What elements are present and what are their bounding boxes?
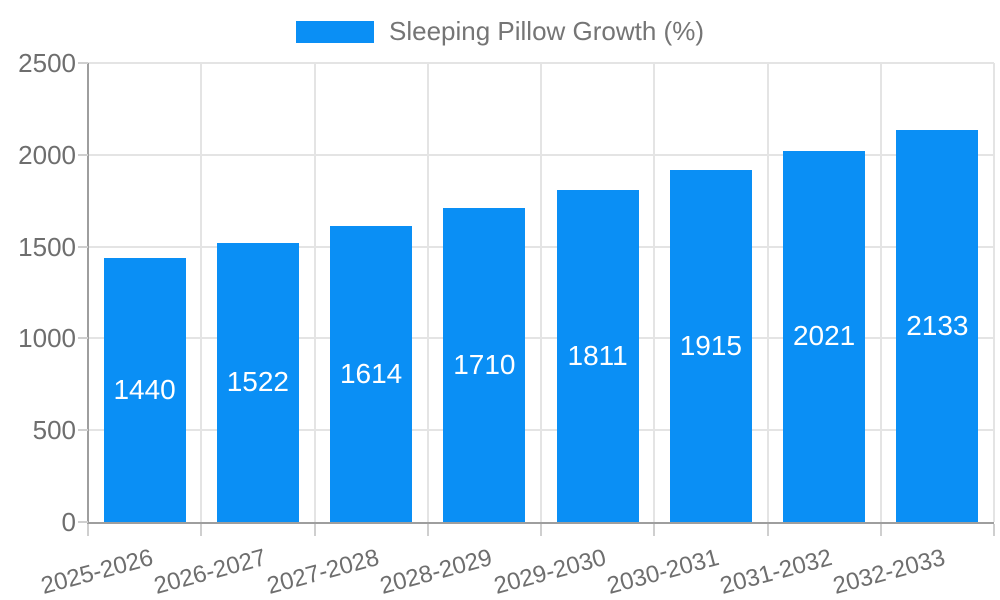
x-tick-label: 2029-2030 <box>490 544 609 600</box>
y-tick-label: 500 <box>32 415 76 446</box>
y-tick-mark <box>78 153 88 156</box>
bar-value-label: 2021 <box>792 320 856 352</box>
x-tick-mark <box>653 524 656 536</box>
y-tick-label: 1000 <box>18 323 76 354</box>
bar: 1915 <box>669 170 752 522</box>
x-tick-mark <box>993 524 995 536</box>
y-tick-mark <box>78 62 88 64</box>
bar-value-label: 1811 <box>567 339 628 371</box>
x-tick-label: 2026-2027 <box>151 544 269 600</box>
x-tick-mark <box>540 524 542 536</box>
x-tick-label: 2032-2033 <box>830 544 949 600</box>
bar-value-label: 1614 <box>339 357 403 389</box>
bar-value-label: 1440 <box>113 373 176 405</box>
x-tick-mark <box>200 524 203 536</box>
bar: 1710 <box>443 208 526 522</box>
x-tick-mark <box>766 524 769 536</box>
gridline-vertical <box>200 63 203 522</box>
bar: 2133 <box>896 130 979 522</box>
y-axis-line <box>87 63 89 524</box>
x-tick-mark <box>87 524 89 536</box>
y-tick-mark <box>78 521 88 523</box>
bar: 2021 <box>783 150 866 522</box>
legend-swatch <box>295 20 374 43</box>
bar: 1614 <box>330 225 413 522</box>
legend: Sleeping Pillow Growth (%) <box>0 16 1000 47</box>
x-tick-label: 2028-2029 <box>377 544 496 600</box>
gridline-vertical <box>653 63 656 522</box>
x-tick-label: 2027-2028 <box>264 544 383 600</box>
x-axis-line <box>87 522 994 524</box>
gridline-vertical <box>766 63 769 522</box>
gridline-vertical <box>879 63 882 522</box>
bar-value-label: 1522 <box>226 366 290 398</box>
y-tick-mark <box>78 429 88 432</box>
y-tick-label: 1500 <box>18 231 76 262</box>
x-tick-mark <box>426 524 429 536</box>
x-tick-label: 2025-2026 <box>37 544 156 600</box>
gridline-vertical <box>540 63 542 522</box>
gridline-vertical <box>426 63 429 522</box>
y-tick-label: 2500 <box>18 48 76 78</box>
bar-value-label: 1915 <box>679 330 743 362</box>
x-tick-mark <box>313 524 316 536</box>
bar: 1522 <box>216 242 299 522</box>
bar: 1811 <box>556 189 639 522</box>
gridline-vertical <box>313 63 316 522</box>
x-tick-label: 2031-2032 <box>717 544 836 600</box>
bar-value-label: 2133 <box>906 310 969 342</box>
x-tick-mark <box>879 524 882 536</box>
legend-label: Sleeping Pillow Growth (%) <box>388 16 704 46</box>
y-tick-mark <box>78 245 88 248</box>
gridline-vertical <box>993 63 995 522</box>
y-tick-label: 0 <box>61 507 76 537</box>
bar-value-label: 1710 <box>453 349 516 381</box>
x-tick-label: 2030-2031 <box>604 544 722 600</box>
y-tick-mark <box>78 337 88 340</box>
bar: 1440 <box>103 257 186 522</box>
plot-area: 1440 1522 1614 1710 1811 1915 2021 2133 <box>88 62 995 522</box>
y-tick-label: 2000 <box>18 139 76 170</box>
